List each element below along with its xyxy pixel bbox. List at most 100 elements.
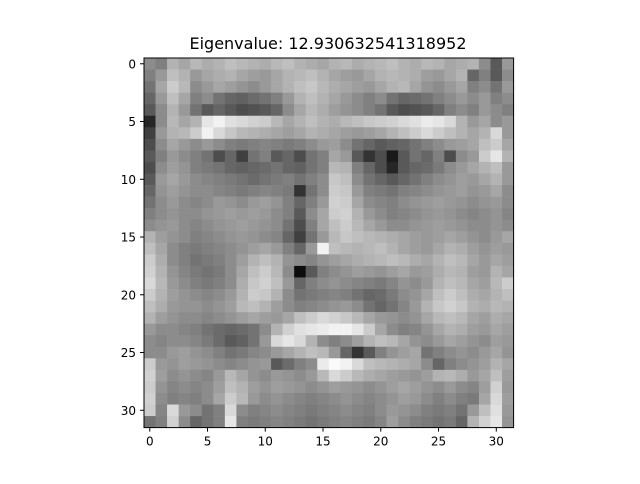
- heatmap-cell: [247, 150, 260, 163]
- heatmap-cell: [467, 104, 480, 117]
- heatmap-cell: [247, 300, 260, 313]
- heatmap-cell: [502, 323, 514, 336]
- heatmap-cell: [351, 208, 364, 220]
- heatmap-cell: [363, 392, 376, 405]
- heatmap-cell: [351, 392, 364, 405]
- heatmap-cell: [271, 92, 283, 105]
- heatmap-cell: [490, 115, 503, 128]
- heatmap-cell: [155, 185, 168, 197]
- heatmap-cell: [490, 300, 503, 313]
- heatmap-cell: [144, 196, 156, 209]
- heatmap-cell: [502, 127, 514, 140]
- heatmap-cell: [467, 219, 480, 232]
- heatmap-cell: [236, 173, 249, 186]
- heatmap-cell: [363, 208, 376, 220]
- heatmap-cell: [144, 416, 156, 428]
- heatmap-cell: [224, 127, 237, 140]
- heatmap-cell: [190, 173, 203, 186]
- heatmap-cell: [167, 346, 179, 359]
- heatmap-cell: [236, 392, 249, 405]
- heatmap-cell: [247, 173, 260, 186]
- heatmap-cell: [155, 161, 168, 174]
- heatmap-cell: [467, 161, 480, 174]
- heatmap-cell: [236, 312, 249, 324]
- heatmap-cell: [155, 81, 168, 93]
- heatmap-cell: [478, 58, 491, 70]
- heatmap-cell: [155, 242, 168, 255]
- heatmap-cell: [271, 300, 283, 313]
- heatmap-cell: [328, 277, 341, 290]
- heatmap-cell: [340, 289, 353, 301]
- heatmap-cell: [490, 150, 503, 163]
- heatmap-cell: [155, 358, 168, 371]
- heatmap-cell: [467, 173, 480, 186]
- heatmap-cell: [421, 58, 434, 70]
- heatmap-cell: [432, 416, 445, 428]
- heatmap-cell: [236, 381, 249, 394]
- heatmap-cell: [386, 104, 399, 117]
- heatmap-cell: [144, 265, 156, 278]
- heatmap-cell: [294, 381, 306, 394]
- heatmap-cell: [351, 416, 364, 428]
- heatmap-cell: [305, 231, 318, 244]
- heatmap-cell: [328, 381, 341, 394]
- heatmap-cell: [247, 81, 260, 93]
- heatmap-cell: [178, 254, 191, 267]
- heatmap-cell: [363, 104, 376, 117]
- heatmap-cell: [363, 219, 376, 232]
- heatmap-cell: [363, 277, 376, 290]
- heatmap-cell: [305, 312, 318, 324]
- heatmap-cell: [398, 127, 410, 140]
- heatmap-cell: [294, 185, 306, 197]
- heatmap-cell: [340, 404, 353, 417]
- heatmap-cell: [409, 346, 422, 359]
- heatmap-cell: [213, 242, 226, 255]
- x-tick-label: 5: [204, 435, 212, 449]
- heatmap-cell: [375, 381, 387, 394]
- heatmap-cell: [421, 381, 434, 394]
- heatmap-cell: [502, 254, 514, 267]
- heatmap-cell: [351, 369, 364, 382]
- heatmap-cell: [386, 335, 399, 348]
- heatmap-cell: [271, 312, 283, 324]
- heatmap-cell: [236, 231, 249, 244]
- heatmap-cell: [478, 173, 491, 186]
- heatmap-cell: [167, 358, 179, 371]
- heatmap-cell: [455, 265, 468, 278]
- heatmap-cell: [502, 242, 514, 255]
- heatmap-cell: [271, 231, 283, 244]
- heatmap-cell: [478, 115, 491, 128]
- heatmap-cell: [490, 289, 503, 301]
- heatmap-cell: [259, 335, 272, 348]
- heatmap-cell: [224, 358, 237, 371]
- heatmap-cell: [317, 416, 330, 428]
- heatmap-cell: [351, 92, 364, 105]
- heatmap-cell: [178, 161, 191, 174]
- heatmap-cell: [455, 231, 468, 244]
- heatmap-cell: [444, 196, 457, 209]
- heatmap-cell: [190, 242, 203, 255]
- heatmap-cell: [478, 300, 491, 313]
- heatmap-cell: [305, 323, 318, 336]
- heatmap-cell: [190, 231, 203, 244]
- heatmap-cell: [178, 231, 191, 244]
- heatmap-cell: [144, 161, 156, 174]
- heatmap-cell: [236, 115, 249, 128]
- heatmap-cell: [432, 369, 445, 382]
- heatmap-cell: [340, 92, 353, 105]
- heatmap-cell: [190, 138, 203, 151]
- heatmap-cell: [201, 254, 214, 267]
- heatmap-cell: [375, 358, 387, 371]
- heatmap-cell: [167, 127, 179, 140]
- heatmap-cell: [467, 335, 480, 348]
- heatmap-cell: [455, 115, 468, 128]
- heatmap-cell: [421, 127, 434, 140]
- heatmap-cell: [167, 58, 179, 70]
- heatmap-cell: [201, 208, 214, 220]
- heatmap-cell: [421, 231, 434, 244]
- heatmap-cell: [178, 219, 191, 232]
- heatmap-cell: [144, 254, 156, 267]
- heatmap-cell: [236, 416, 249, 428]
- heatmap-cell: [213, 150, 226, 163]
- heatmap-cell: [317, 392, 330, 405]
